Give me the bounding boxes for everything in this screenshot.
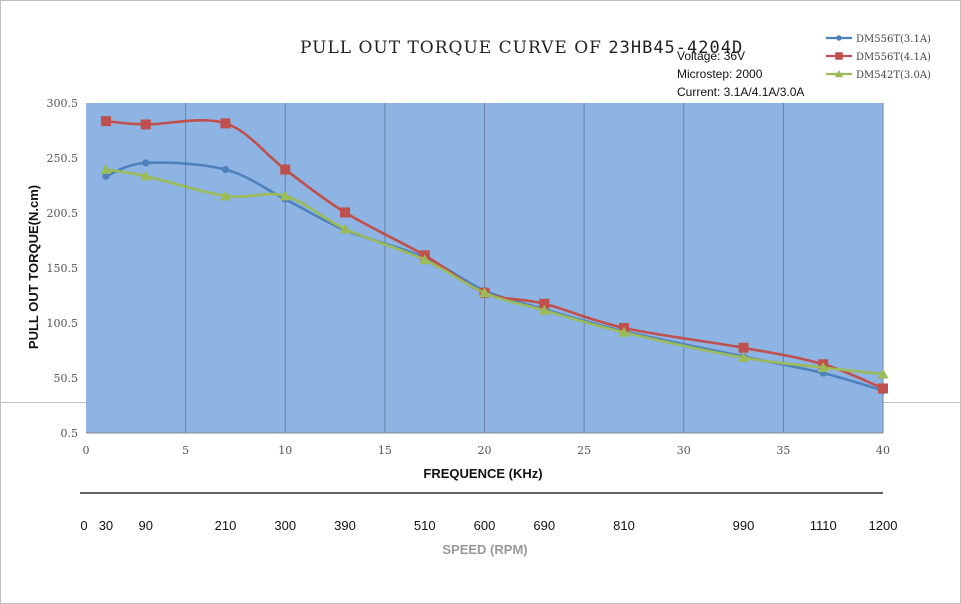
grid-lines xyxy=(86,103,884,434)
x-tick-label-6: 30 xyxy=(677,444,691,457)
legend-marker-dm556t-3-1a xyxy=(836,35,842,41)
x-tick-label-7: 35 xyxy=(776,444,790,457)
speed-tick-label-5: 390 xyxy=(334,518,356,533)
speed-tick-label-9: 810 xyxy=(613,518,635,533)
data-point-dm556t-3-1a-1 xyxy=(142,159,150,167)
data-point-dm556t-4-1a-9 xyxy=(738,342,749,353)
data-point-dm542t-3-0a-10 xyxy=(817,362,829,372)
y-tick-label-3: 150.5 xyxy=(47,262,79,275)
chart-title: PULL OUT TORQUE CURVE OF 23HB45-4204D xyxy=(300,38,743,58)
data-point-dm556t-4-1a-1 xyxy=(140,119,151,130)
y-axis-ticks: 0.5 50.5 100.5 150.5 200.5 250.5 300.5 xyxy=(47,97,79,440)
speed-tick-label-6: 510 xyxy=(414,518,436,533)
condition-voltage: Voltage: 36V xyxy=(677,49,746,63)
speed-axis-ticks: 0 30 90 210 300 390 510 600 690 810 990 1110 1200 xyxy=(80,518,897,533)
speed-axis-label: SPEED (RPM) xyxy=(442,542,527,557)
x-tick-label-3: 15 xyxy=(378,444,392,457)
data-point-dm556t-4-1a-0 xyxy=(100,116,111,127)
legend-label-dm542t-3-0a: DM542T(3.0A) xyxy=(856,70,931,81)
test-conditions: Voltage: 36V Microstep: 2000 Current: 3.… xyxy=(677,47,804,101)
legend: DM556T(3.1A) DM556T(4.1A) DM542T(3.0A) xyxy=(826,34,931,81)
legend-label-dm556t-3-1a: DM556T(3.1A) xyxy=(856,34,931,45)
data-point-dm542t-3-0a-9 xyxy=(738,352,750,363)
speed-tick-label-0: 0 xyxy=(80,518,87,533)
x-axis-label: FREQUENCE (KHz) xyxy=(423,466,542,481)
speed-tick-label-3: 210 xyxy=(215,518,237,533)
data-point-dm556t-3-1a-2 xyxy=(221,165,230,174)
data-point-dm542t-3-0a-11 xyxy=(877,368,889,379)
x-tick-label-4: 20 xyxy=(478,444,492,457)
y-tick-label-4: 200.5 xyxy=(47,207,79,220)
legend-marker-dm542t-3-0a xyxy=(834,69,844,78)
series-group xyxy=(100,116,889,395)
data-point-dm542t-3-0a-0 xyxy=(100,164,112,174)
series-dm542t-3-0a xyxy=(100,164,889,379)
data-point-dm542t-3-0a-5 xyxy=(419,254,431,265)
speed-tick-label-8: 690 xyxy=(533,518,555,533)
data-point-dm542t-3-0a-8 xyxy=(618,326,630,337)
y-tick-label-1: 50.5 xyxy=(54,372,79,385)
y-tick-label-2: 100.5 xyxy=(47,317,79,330)
data-point-dm556t-4-1a-11 xyxy=(878,383,888,394)
legend-marker-dm556t-4-1a xyxy=(835,52,843,60)
data-point-dm542t-3-0a-6 xyxy=(479,287,490,298)
speed-tick-label-4: 300 xyxy=(274,518,296,533)
speed-tick-label-1: 30 xyxy=(99,518,113,533)
speed-tick-label-11: 1110 xyxy=(810,518,837,533)
data-point-dm556t-4-1a-7 xyxy=(539,298,550,309)
data-point-dm542t-3-0a-4 xyxy=(339,223,351,234)
data-point-dm542t-3-0a-7 xyxy=(538,304,550,315)
x-axis-ticks: 0 5 10 15 20 25 30 35 40 xyxy=(83,444,891,457)
y-axis-label: PULL OUT TORQUE(N.cm) xyxy=(26,185,41,349)
speed-tick-label-2: 90 xyxy=(139,518,153,533)
condition-current: Current: 3.1A/4.1A/3.0A xyxy=(677,85,805,99)
data-point-dm556t-4-1a-3 xyxy=(280,164,291,175)
data-point-dm542t-3-0a-1 xyxy=(140,170,152,181)
legend-label-dm556t-4-1a: DM556T(4.1A) xyxy=(856,52,931,63)
data-point-dm542t-3-0a-2 xyxy=(219,190,231,201)
chart-title-text: PULL OUT TORQUE CURVE OF xyxy=(300,38,602,58)
chart-title-model: 23HB45-4204D xyxy=(608,38,744,58)
x-tick-label-1: 5 xyxy=(182,444,189,457)
condition-microstep: Microstep: 2000 xyxy=(677,67,763,81)
data-point-dm556t-3-1a-0 xyxy=(102,172,110,180)
y-tick-label-0: 0.5 xyxy=(61,427,79,440)
speed-tick-label-12: 1200 xyxy=(869,518,898,533)
x-tick-label-0: 0 xyxy=(83,444,90,457)
data-point-dm542t-3-0a-3 xyxy=(279,190,291,201)
speed-tick-label-7: 600 xyxy=(474,518,496,533)
y-tick-label-6: 300.5 xyxy=(47,97,79,110)
data-point-dm556t-4-1a-4 xyxy=(340,207,351,218)
x-tick-label-8: 40 xyxy=(876,444,890,457)
x-tick-label-2: 10 xyxy=(278,444,292,457)
y-tick-label-5: 250.5 xyxy=(47,152,79,165)
data-point-dm556t-4-1a-2 xyxy=(220,118,231,129)
speed-tick-label-10: 990 xyxy=(733,518,755,533)
x-tick-label-5: 25 xyxy=(577,444,591,457)
